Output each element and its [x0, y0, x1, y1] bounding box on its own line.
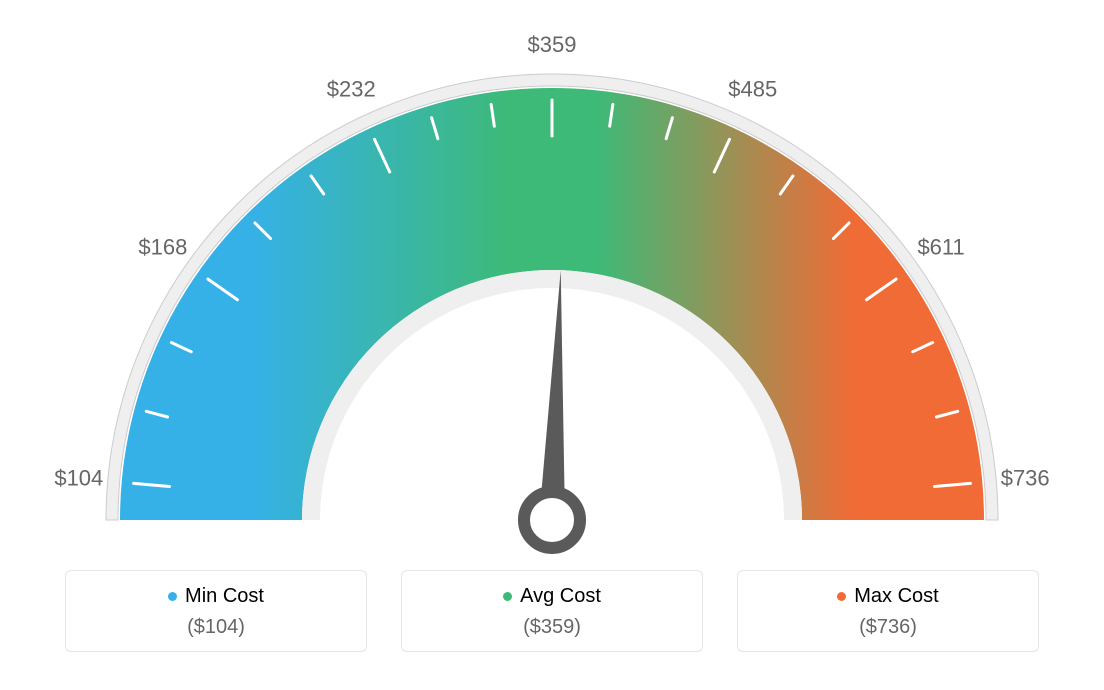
legend-title-max: Max Cost	[837, 585, 938, 608]
svg-text:$611: $611	[917, 235, 964, 260]
legend-value-min: ($104)	[66, 616, 366, 639]
legend-card-avg: Avg Cost ($359)	[401, 570, 703, 652]
svg-text:$485: $485	[728, 77, 777, 102]
legend-card-min: Min Cost ($104)	[65, 570, 367, 652]
cost-gauge-chart: $104 $168 $232 $359 $485 $611 $736	[0, 0, 1104, 570]
legend-title-min: Min Cost	[168, 585, 264, 608]
svg-text:$104: $104	[54, 466, 103, 491]
legend-value-avg: ($359)	[402, 616, 702, 639]
legend-dot-avg	[503, 592, 512, 601]
gauge-svg: $104 $168 $232 $359 $485 $611 $736	[0, 0, 1104, 570]
legend-title-avg: Avg Cost	[503, 585, 601, 608]
legend-card-max: Max Cost ($736)	[737, 570, 1039, 652]
svg-text:$359: $359	[528, 32, 577, 57]
legend-label-max: Max Cost	[854, 585, 938, 608]
legend-label-min: Min Cost	[185, 585, 264, 608]
legend-dot-min	[168, 592, 177, 601]
svg-text:$232: $232	[327, 77, 376, 102]
legend-label-avg: Avg Cost	[520, 585, 601, 608]
legend-value-max: ($736)	[738, 616, 1038, 639]
legend-row: Min Cost ($104) Avg Cost ($359) Max Cost…	[0, 570, 1104, 652]
legend-dot-max	[837, 592, 846, 601]
svg-text:$168: $168	[138, 235, 187, 260]
svg-text:$736: $736	[1001, 466, 1050, 491]
